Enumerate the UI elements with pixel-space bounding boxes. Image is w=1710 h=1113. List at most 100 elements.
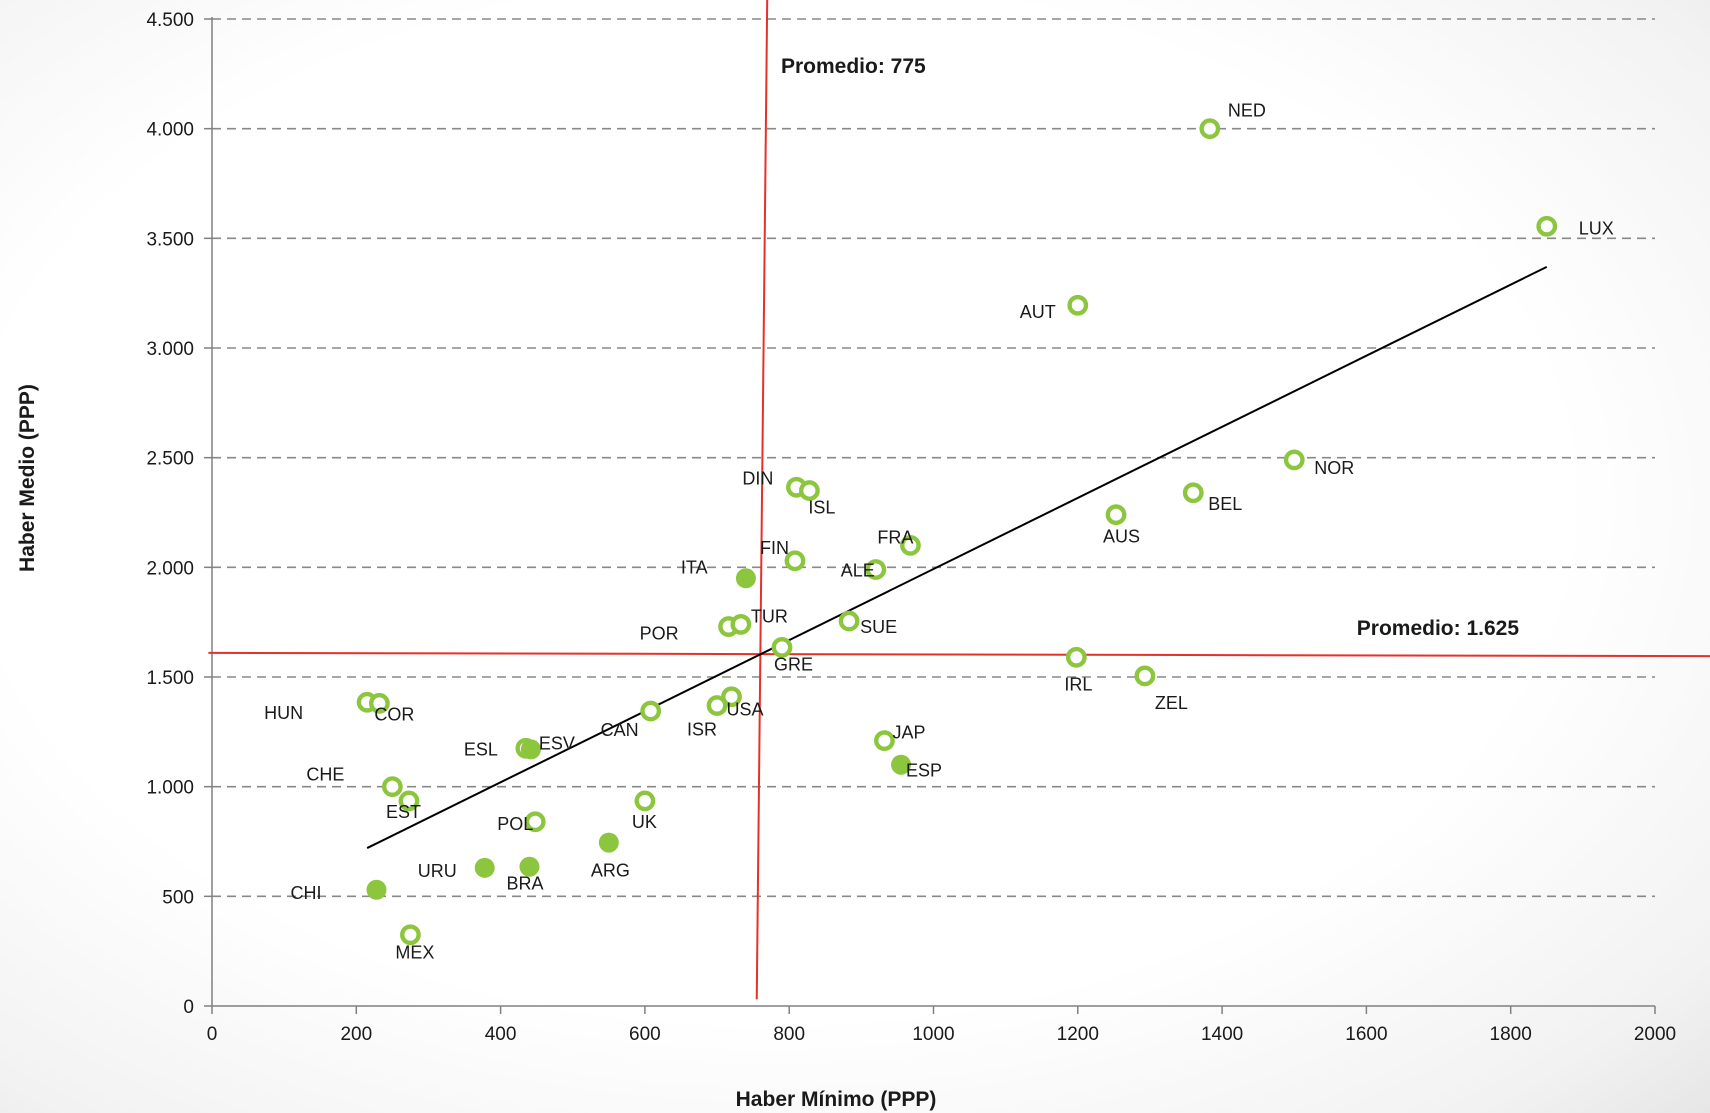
- y-axis-title: Haber Medio (PPP): [16, 384, 39, 572]
- x-tick-label: 1000: [912, 1024, 954, 1045]
- point-label-uru: URU: [418, 861, 457, 881]
- point-zel: [1134, 665, 1156, 687]
- point-ale: [865, 559, 887, 580]
- x-tick-label: 0: [207, 1024, 218, 1045]
- point-label-mex: MEX: [395, 943, 434, 963]
- y-tick-label: 4.500: [146, 10, 194, 31]
- average-label-vertical: Promedio: 775: [781, 55, 926, 78]
- point-label-sue: SUE: [860, 617, 897, 637]
- point-label-fin: FIN: [760, 538, 789, 558]
- point-label-pol: POL: [497, 814, 533, 834]
- y-tick-label: 1.500: [146, 668, 194, 689]
- point-jap: [874, 730, 895, 752]
- point-uru: [474, 857, 495, 878]
- x-tick-label: 2000: [1634, 1024, 1676, 1045]
- point-irl: [1065, 646, 1087, 668]
- point-ned: [1199, 118, 1221, 140]
- point-label-fra: FRA: [877, 527, 913, 547]
- point-label-bra: BRA: [506, 874, 543, 894]
- point-label-nor: NOR: [1314, 458, 1354, 478]
- average-lines: Promedio: 775 Promedio: 1.625: [208, 0, 1710, 1000]
- point-label-che: CHE: [306, 765, 344, 785]
- point-isr: [706, 695, 728, 716]
- point-labels: NED LUX AUT NOR BEL AUS DIN ISL FRA FIN ALE ITA SUE P…: [264, 101, 1614, 963]
- x-tick-label: 1200: [1057, 1024, 1099, 1045]
- x-tick-label: 800: [773, 1024, 805, 1045]
- y-tick-label: 2.500: [146, 449, 194, 470]
- trend-line: [366, 265, 1548, 849]
- point-label-esv: ESV: [539, 733, 575, 753]
- point-label-hun: HUN: [264, 703, 303, 723]
- y-tick-label: 500: [162, 887, 194, 908]
- y-tick-label: 3.000: [146, 339, 194, 360]
- x-axis-title: Haber Mínimo (PPP): [736, 1088, 937, 1111]
- point-mex: [400, 924, 421, 946]
- y-tick-label: 4.000: [146, 120, 194, 141]
- point-fin: [784, 550, 806, 572]
- point-aut: [1067, 294, 1089, 316]
- point-ita: [735, 568, 756, 589]
- point-label-ita: ITA: [681, 557, 708, 577]
- point-gre: [771, 636, 793, 658]
- point-label-tur: TUR: [751, 606, 788, 626]
- point-label-ale: ALE: [841, 561, 875, 581]
- axes: [204, 17, 1656, 1014]
- point-label-lux: LUX: [1579, 218, 1614, 238]
- point-label-por: POR: [640, 624, 679, 644]
- point-lux: [1536, 215, 1558, 237]
- point-arg: [598, 832, 619, 853]
- point-label-jap: JAP: [892, 723, 925, 743]
- point-label-gre: GRE: [774, 654, 813, 674]
- point-bel: [1182, 482, 1204, 504]
- point-label-uk: UK: [632, 812, 657, 832]
- point-label-zel: ZEL: [1155, 693, 1188, 713]
- point-esv: [520, 739, 541, 760]
- point-bra: [519, 856, 540, 877]
- y-tick-labels: 0 500 1.000 1.500 2.000 2.500 3.000 3.500 4.000 4…: [146, 10, 194, 1018]
- point-label-est: EST: [386, 802, 421, 822]
- point-label-can: CAN: [601, 720, 639, 740]
- y-tick-label: 2.000: [146, 558, 194, 579]
- x-tick-label: 400: [485, 1024, 517, 1045]
- point-label-aus: AUS: [1103, 527, 1140, 547]
- point-tur: [730, 613, 752, 635]
- x-tick-label: 1600: [1345, 1024, 1387, 1045]
- point-isl: [799, 480, 820, 501]
- y-tick-label: 3.500: [146, 229, 194, 250]
- trendline: [366, 265, 1548, 849]
- point-label-bel: BEL: [1208, 494, 1242, 514]
- point-label-aut: AUT: [1020, 302, 1056, 322]
- point-nor: [1283, 449, 1305, 471]
- point-pol: [524, 811, 546, 833]
- point-label-arg: ARG: [591, 861, 630, 881]
- point-est: [398, 790, 420, 812]
- point-label-chi: CHI: [291, 883, 322, 903]
- y-tick-label: 1.000: [146, 778, 194, 799]
- point-label-din: DIN: [742, 468, 773, 488]
- point-fra: [900, 535, 921, 556]
- point-sue: [838, 610, 860, 632]
- y-tick-label: 0: [183, 997, 194, 1018]
- point-uk: [634, 790, 656, 812]
- point-cor: [368, 692, 390, 714]
- x-tick-label: 1400: [1201, 1024, 1243, 1045]
- point-che: [381, 776, 403, 798]
- average-line-vertical: [755, 0, 769, 1000]
- point-label-irl: IRL: [1064, 674, 1092, 694]
- point-chi: [366, 879, 387, 900]
- average-line-horizontal: [208, 651, 1710, 658]
- x-tick-label: 1800: [1490, 1024, 1532, 1045]
- point-usa: [721, 686, 742, 708]
- point-label-esl: ESL: [464, 739, 498, 759]
- data-points: [356, 118, 1558, 946]
- point-label-usa: USA: [726, 700, 763, 720]
- point-esp: [891, 754, 912, 775]
- x-tick-label: 600: [629, 1024, 661, 1045]
- average-label-horizontal: Promedio: 1.625: [1357, 617, 1520, 640]
- horizontal-gridlines: [212, 18, 1655, 898]
- point-label-esp: ESP: [906, 761, 942, 781]
- point-label-isr: ISR: [687, 720, 717, 740]
- x-tick-label: 200: [340, 1024, 372, 1045]
- point-can: [640, 700, 662, 722]
